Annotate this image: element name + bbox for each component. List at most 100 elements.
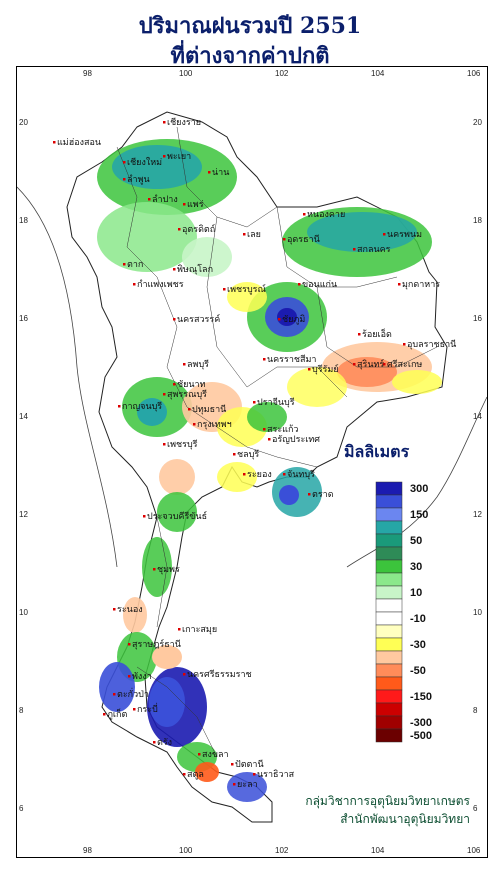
- place-label: พะเยา: [167, 151, 191, 161]
- anomaly-fills: [97, 139, 442, 802]
- legend-swatch: [375, 494, 403, 509]
- place-label: อุตรดิตถ์: [182, 223, 215, 235]
- lon-tick-top: 102: [275, 69, 289, 78]
- station-marker: [223, 288, 226, 291]
- lon-tick-top: 100: [179, 69, 193, 78]
- place-label: สงขลา: [202, 749, 229, 759]
- station-marker: [103, 713, 106, 716]
- place-label: อุดรธานี: [287, 234, 320, 245]
- station-marker: [253, 773, 256, 776]
- place-label: กระบี่: [137, 702, 158, 714]
- legend-label: -500: [410, 730, 432, 742]
- lat-tick-left: 12: [19, 510, 28, 519]
- place-label: ปทุมธานี: [192, 404, 226, 415]
- longitude-ticks: 98 100 102 104 106 98 100 102 104 106: [83, 69, 481, 855]
- legend-label: -30: [410, 639, 426, 651]
- place-label: ชัยภูมิ: [282, 314, 305, 325]
- legend-swatch: [375, 663, 403, 678]
- legend-swatch: [375, 624, 403, 639]
- place-label: สุพรรณบุรี: [167, 389, 207, 400]
- place-label: เพชรบุรี: [167, 439, 198, 450]
- station-marker: [113, 693, 116, 696]
- place-label: นครศรีธรรมราช: [187, 669, 252, 679]
- place-label: ศรีสะเกษ: [387, 359, 422, 369]
- station-marker: [163, 121, 166, 124]
- station-marker: [173, 383, 176, 386]
- legend-swatch: [375, 520, 403, 535]
- place-label: นราธิวาส: [257, 769, 295, 779]
- station-marker: [113, 608, 116, 611]
- station-marker: [383, 363, 386, 366]
- lat-tick-right: 6: [473, 804, 478, 813]
- lat-tick-left: 10: [19, 608, 28, 617]
- station-marker: [233, 453, 236, 456]
- cambodia-coast-line: [346, 396, 488, 568]
- lat-tick-left: 14: [19, 412, 28, 421]
- place-label: สุรินทร์: [357, 358, 384, 370]
- station-marker: [308, 368, 311, 371]
- legend-swatch: [375, 637, 403, 652]
- station-marker: [233, 783, 236, 786]
- place-label: อุบลราชธานี: [407, 339, 456, 350]
- station-marker: [183, 203, 186, 206]
- place-label: เกาะสมุย: [182, 624, 217, 635]
- lon-tick-top: 98: [83, 69, 92, 78]
- place-label: ชลบุรี: [237, 449, 259, 460]
- station-marker: [128, 675, 131, 678]
- station-marker: [353, 363, 356, 366]
- place-label: เชียงราย: [167, 117, 201, 127]
- place-label: นครราชสีมา: [267, 354, 316, 364]
- place-label: น่าน: [212, 167, 229, 177]
- place-label: แม่ฮ่องสอน: [57, 137, 101, 147]
- station-marker: [283, 473, 286, 476]
- station-marker: [173, 268, 176, 271]
- lat-tick-right: 10: [473, 608, 482, 617]
- lon-tick-top: 106: [467, 69, 481, 78]
- station-marker: [283, 238, 286, 241]
- map-title-line2: ที่ต่างจากค่าปกติ: [170, 43, 330, 69]
- station-marker: [231, 763, 234, 766]
- map-frame: 98 100 102 104 106 98 100 102 104 106 20…: [16, 66, 488, 858]
- legend-swatch: [375, 585, 403, 600]
- place-label: ยะลา: [237, 779, 258, 789]
- station-marker: [123, 263, 126, 266]
- station-marker: [243, 473, 246, 476]
- place-label: ลำปาง: [152, 194, 178, 204]
- station-marker: [53, 141, 56, 144]
- place-label: จันทบุรี: [287, 469, 315, 480]
- legend-label: 30: [410, 561, 422, 573]
- station-marker: [198, 753, 201, 756]
- lat-tick-right: 8: [473, 706, 478, 715]
- lon-tick-bottom: 102: [275, 846, 289, 855]
- legend-swatch: [375, 611, 403, 626]
- legend-swatch: [375, 689, 403, 704]
- lon-tick-bottom: 100: [179, 846, 193, 855]
- myanmar-coast-line: [16, 186, 118, 568]
- place-label: ระยอง: [247, 469, 272, 479]
- place-label: ปราจีนบุรี: [257, 397, 295, 408]
- place-label: ลำพูน: [127, 174, 150, 185]
- legend-swatch: [375, 715, 403, 730]
- place-label: กำแพงเพชร: [137, 279, 184, 289]
- place-label: สุราษฎร์ธานี: [132, 638, 181, 650]
- place-label: ชัยนาท: [177, 379, 206, 389]
- legend-label: 150: [410, 509, 428, 521]
- latitude-ticks: 20 18 16 14 12 10 8 6 20 18 16 14 12 10 …: [19, 118, 482, 813]
- station-marker: [178, 228, 181, 231]
- station-marker: [118, 405, 121, 408]
- legend-swatch: [375, 702, 403, 717]
- legend-swatch: [375, 533, 403, 548]
- place-label: เลย: [247, 229, 261, 239]
- lat-tick-right: 20: [473, 118, 482, 127]
- legend-label: 50: [410, 535, 422, 547]
- place-label: เชียงใหม่: [127, 157, 162, 167]
- station-marker: [263, 428, 266, 431]
- station-marker: [173, 318, 176, 321]
- map-title-line1: ปริมาณฝนรวมปี 2551: [138, 13, 362, 39]
- station-marker: [268, 438, 271, 441]
- legend-label: -10: [410, 613, 426, 625]
- station-marker: [163, 393, 166, 396]
- station-marker: [263, 358, 266, 361]
- place-label: พิษณุโลก: [177, 264, 213, 275]
- station-marker: [183, 363, 186, 366]
